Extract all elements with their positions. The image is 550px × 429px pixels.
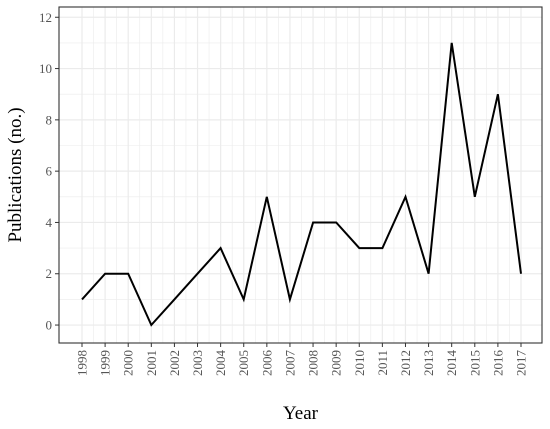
x-axis-ticks: 1998 1999 2000 2001 2002 2003 2004 2005 2006 2007… [75, 343, 529, 376]
data-point [497, 93, 499, 95]
x-tick-label: 2009 [329, 350, 344, 376]
x-tick-label: 2008 [306, 350, 321, 376]
data-point [81, 298, 83, 300]
series-line [81, 42, 522, 327]
data-point [150, 324, 152, 326]
y-tick-label: 12 [39, 10, 52, 25]
x-tick-label: 2001 [144, 350, 159, 376]
y-tick-label: 0 [46, 318, 53, 333]
x-tick-label: 2014 [444, 350, 459, 377]
x-tick-label: 2013 [421, 350, 436, 376]
y-axis-ticks: 0 2 4 6 8 10 12 [39, 10, 59, 333]
plot-background [59, 7, 542, 343]
x-tick-label: 2006 [259, 350, 274, 377]
data-point [520, 273, 522, 275]
plot-border [58, 6, 543, 344]
data-point [312, 221, 314, 223]
x-tick-label: 1999 [98, 350, 113, 376]
x-tick-label: 2010 [352, 350, 367, 376]
data-point [243, 298, 245, 300]
x-tick-label: 2005 [236, 350, 251, 376]
data-point [220, 247, 222, 249]
x-tick-label: 2011 [375, 350, 390, 376]
data-point [289, 298, 291, 300]
data-point [428, 273, 430, 275]
data-point [358, 247, 360, 249]
x-tick-label: 2004 [213, 350, 228, 377]
major-gridlines [59, 7, 542, 343]
x-tick-label: 2012 [398, 350, 413, 376]
y-tick-label: 10 [39, 61, 52, 76]
data-point [104, 273, 106, 275]
x-tick-label: 2003 [190, 350, 205, 376]
x-tick-label: 2002 [167, 350, 182, 376]
x-tick-label: 2015 [467, 350, 482, 376]
y-tick-label: 8 [46, 112, 53, 127]
series-layer [81, 42, 522, 327]
data-point [474, 196, 476, 198]
x-tick-label: 2000 [121, 350, 136, 376]
x-tick-label: 2016 [490, 350, 505, 377]
data-point [127, 273, 129, 275]
data-point [381, 247, 383, 249]
x-tick-label: 2007 [282, 350, 297, 377]
data-point [266, 196, 268, 198]
data-point [335, 221, 337, 223]
y-tick-label: 2 [46, 266, 53, 281]
x-tick-label: 2017 [514, 350, 529, 377]
minor-gridlines [59, 7, 542, 343]
x-tick-label: 1998 [75, 350, 90, 376]
data-point [173, 298, 175, 300]
data-point [197, 273, 199, 275]
y-axis-title: Publications (no.) [5, 107, 26, 242]
x-axis-title: Year [283, 403, 319, 424]
y-tick-label: 6 [46, 164, 53, 179]
data-point [451, 42, 453, 44]
data-point [404, 196, 406, 198]
y-tick-label: 4 [46, 215, 53, 230]
